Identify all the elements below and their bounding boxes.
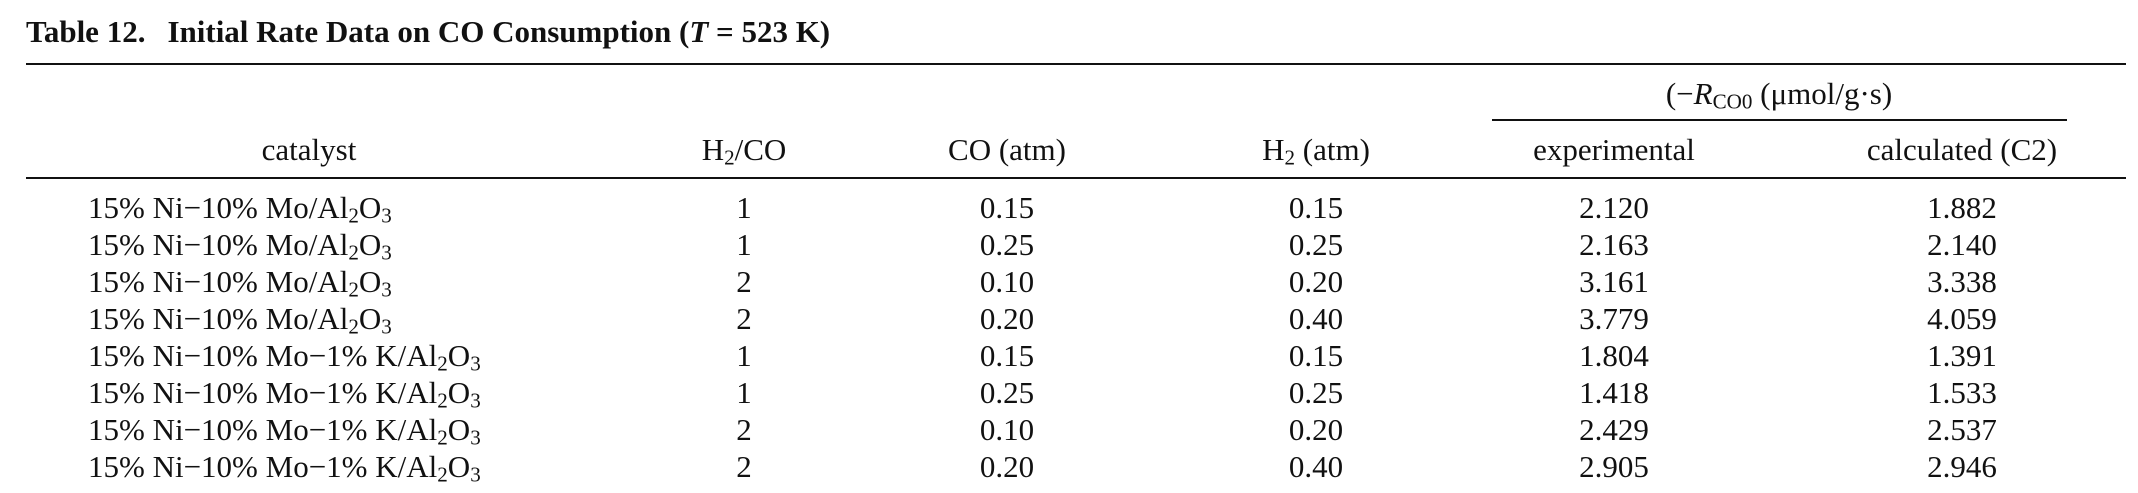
cell-calculated: 3.338 bbox=[1927, 264, 1997, 299]
table-number: Table 12. bbox=[26, 14, 146, 49]
cell-catalyst: 15% Ni−10% Mo−1% K/Al2O3 bbox=[88, 338, 481, 376]
cell-h2co: 2 bbox=[736, 412, 752, 447]
cell-h2co: 1 bbox=[736, 190, 752, 225]
cell-h2-atm: 0.15 bbox=[1288, 190, 1344, 225]
cell-experimental: 2.163 bbox=[1579, 227, 1649, 262]
table-title-prefix: Initial Rate Data on CO Consumption ( bbox=[167, 14, 690, 49]
cell-co-atm: 0.25 bbox=[979, 375, 1035, 410]
cell-h2-atm: 0.40 bbox=[1288, 301, 1344, 336]
cell-co-atm: 0.10 bbox=[979, 412, 1035, 447]
cell-h2-atm: 0.20 bbox=[1288, 412, 1344, 447]
cell-experimental: 3.779 bbox=[1579, 301, 1649, 336]
cell-h2co: 2 bbox=[736, 449, 752, 484]
cell-catalyst: 15% Ni−10% Mo/Al2O3 bbox=[88, 264, 392, 302]
top-rule bbox=[26, 63, 2126, 65]
cell-h2co: 2 bbox=[736, 301, 752, 336]
cell-h2-atm: 0.25 bbox=[1288, 227, 1344, 262]
column-header-catalyst: catalyst bbox=[261, 132, 357, 167]
cell-calculated: 4.059 bbox=[1927, 301, 1997, 336]
cell-experimental: 3.161 bbox=[1579, 264, 1649, 299]
cell-experimental: 2.429 bbox=[1579, 412, 1649, 447]
column-header-h2co: H2/CO bbox=[701, 132, 787, 170]
cell-catalyst: 15% Ni−10% Mo−1% K/Al2O3 bbox=[88, 375, 481, 413]
cell-h2co: 2 bbox=[736, 264, 752, 299]
cell-experimental: 2.120 bbox=[1579, 190, 1649, 225]
cell-calculated: 2.537 bbox=[1927, 412, 1997, 447]
cell-co-atm: 0.20 bbox=[979, 449, 1035, 484]
cell-calculated: 1.533 bbox=[1927, 375, 1997, 410]
cell-catalyst: 15% Ni−10% Mo−1% K/Al2O3 bbox=[88, 449, 481, 487]
column-header-experimental: experimental bbox=[1533, 132, 1695, 167]
column-header-co-atm: CO (atm) bbox=[948, 132, 1066, 167]
cell-h2-atm: 0.15 bbox=[1288, 338, 1344, 373]
table-caption: Table 12. Initial Rate Data on CO Consump… bbox=[26, 14, 830, 50]
column-header-calculated: calculated (C2) bbox=[1866, 132, 2058, 167]
cell-h2co: 1 bbox=[736, 338, 752, 373]
header-rule bbox=[26, 177, 2126, 179]
rate-group-header: (−RCO0 (μmol/g·s) bbox=[1665, 76, 1893, 114]
cell-h2co: 1 bbox=[736, 375, 752, 410]
cell-h2-atm: 0.20 bbox=[1288, 264, 1344, 299]
table-title-suffix: = 523 K) bbox=[708, 14, 831, 49]
cell-calculated: 2.140 bbox=[1927, 227, 1997, 262]
cell-catalyst: 15% Ni−10% Mo−1% K/Al2O3 bbox=[88, 412, 481, 450]
cell-catalyst: 15% Ni−10% Mo/Al2O3 bbox=[88, 301, 392, 339]
cell-co-atm: 0.15 bbox=[979, 338, 1035, 373]
cell-calculated: 2.946 bbox=[1927, 449, 1997, 484]
cell-h2co: 1 bbox=[736, 227, 752, 262]
cell-experimental: 1.418 bbox=[1579, 375, 1649, 410]
cell-co-atm: 0.10 bbox=[979, 264, 1035, 299]
cell-co-atm: 0.15 bbox=[979, 190, 1035, 225]
table-title-variable: T bbox=[689, 14, 709, 49]
cell-co-atm: 0.25 bbox=[979, 227, 1035, 262]
cell-experimental: 1.804 bbox=[1579, 338, 1649, 373]
cell-calculated: 1.882 bbox=[1927, 190, 1997, 225]
cell-experimental: 2.905 bbox=[1579, 449, 1649, 484]
rate-group-rule bbox=[1492, 119, 2067, 121]
column-header-h2-atm: H2 (atm) bbox=[1262, 132, 1370, 170]
cell-h2-atm: 0.40 bbox=[1288, 449, 1344, 484]
cell-catalyst: 15% Ni−10% Mo/Al2O3 bbox=[88, 227, 392, 265]
cell-catalyst: 15% Ni−10% Mo/Al2O3 bbox=[88, 190, 392, 228]
cell-h2-atm: 0.25 bbox=[1288, 375, 1344, 410]
cell-co-atm: 0.20 bbox=[979, 301, 1035, 336]
cell-calculated: 1.391 bbox=[1927, 338, 1997, 373]
